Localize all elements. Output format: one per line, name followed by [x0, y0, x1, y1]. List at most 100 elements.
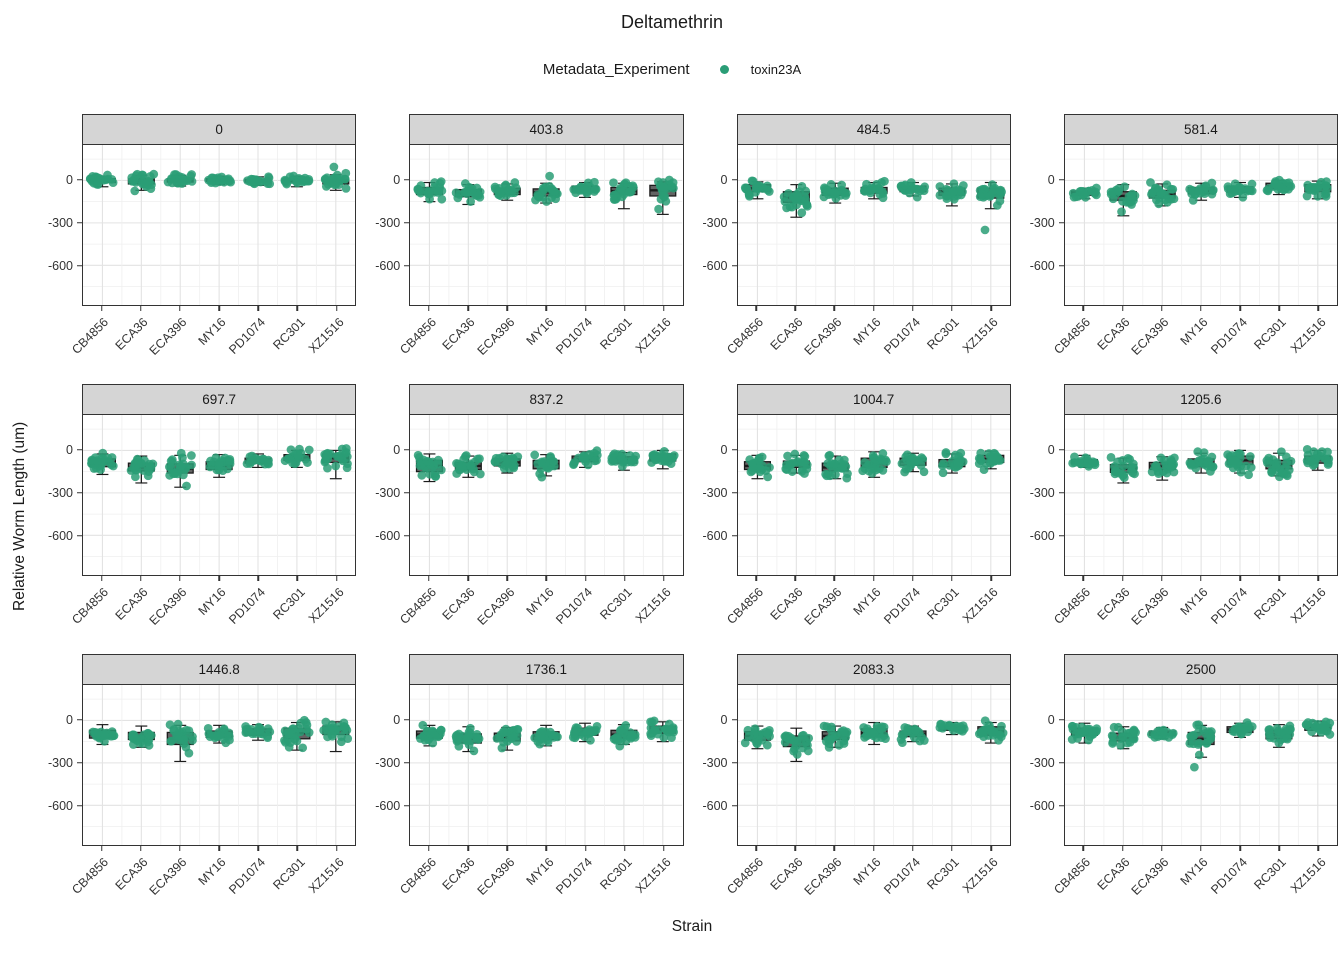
x-tick-label: XZ1516 — [305, 855, 347, 896]
y-tick-label: 0 — [393, 712, 401, 727]
y-tick-label: -300 — [702, 755, 728, 770]
x-tick-mark — [296, 576, 299, 581]
y-axis: 0 -300 -600 — [691, 144, 737, 306]
y-tick-label: 0 — [66, 172, 73, 187]
x-tick-label: PD1074 — [1208, 315, 1250, 357]
x-tick-label: CB4856 — [69, 855, 112, 897]
x-axis: CB4856 ECA36 ECA396 MY16 PD1074 RC301 XZ1516 — [397, 576, 683, 648]
x-tick-label: ECA396 — [474, 855, 518, 898]
x-tick-mark — [951, 306, 953, 311]
y-axis: 0 -300 -600 — [36, 144, 82, 306]
boxplot-jitter-canvas — [1064, 145, 1337, 305]
y-tick-label: -600 — [47, 528, 73, 543]
x-tick-label: RC301 — [924, 585, 962, 623]
facet-grid: 0 0 -300 -600 CB4856 ECA36 ECA396 MY16 PD1074 RC3… — [36, 114, 1338, 918]
x-tick-mark — [833, 846, 836, 851]
y-tick-mark — [731, 762, 737, 764]
y-tick-label: 0 — [393, 172, 401, 187]
facet-strip-label: 837.2 — [409, 384, 684, 415]
x-tick-mark — [872, 306, 875, 311]
boxplot-jitter-canvas — [737, 415, 1010, 575]
x-tick-label: ECA36 — [1094, 855, 1133, 893]
x-tick-label: ECA396 — [147, 315, 190, 358]
x-tick-mark — [218, 846, 220, 851]
x-tick-mark — [1121, 306, 1124, 311]
y-axis: 0 -300 -600 — [1018, 144, 1064, 306]
x-tick-label: RC301 — [924, 855, 962, 893]
panel — [736, 684, 1011, 846]
facet-cell: 581.4 0 -300 -600 CB4856 ECA36 ECA396 MY16 PD107… — [1018, 114, 1338, 378]
x-axis: CB4856 ECA36 ECA396 MY16 PD1074 RC301 XZ1516 — [724, 846, 1011, 918]
x-tick-mark — [912, 576, 914, 581]
x-tick-label: MY16 — [1177, 855, 1211, 888]
facet-strip-label: 1736.1 — [409, 654, 684, 685]
y-tick-label: 0 — [66, 442, 73, 457]
y-tick-label: -600 — [375, 258, 401, 273]
x-axis-title: Strain — [671, 918, 713, 935]
x-tick-mark — [1278, 576, 1280, 581]
y-tick-label: -600 — [47, 258, 73, 273]
y-axis: 0 -300 -600 — [1018, 414, 1064, 576]
x-tick-label: XZ1516 — [305, 585, 347, 626]
legend-point-icon — [719, 65, 729, 74]
y-tick-label: 0 — [720, 172, 728, 187]
y-tick-mark — [77, 762, 82, 764]
x-tick-mark — [951, 576, 953, 581]
boxplot-jitter-canvas — [83, 145, 356, 305]
x-tick-mark — [1317, 306, 1320, 311]
x-tick-label: PD1074 — [1208, 585, 1250, 627]
x-tick-mark — [467, 846, 469, 851]
y-tick-label: -300 — [1029, 215, 1055, 230]
facet-strip-label: 1205.6 — [1063, 384, 1338, 415]
x-tick-mark — [506, 576, 508, 581]
y-tick-mark — [77, 449, 82, 451]
x-tick-label: MY16 — [196, 585, 230, 618]
x-tick-label: ECA396 — [1128, 585, 1172, 628]
x-tick-label: RC301 — [1251, 585, 1290, 623]
y-tick-mark — [1058, 535, 1064, 537]
y-tick-label: -300 — [47, 755, 73, 770]
y-tick-mark — [731, 805, 737, 807]
facet-strip-label: 697.7 — [82, 384, 357, 415]
y-tick-label: -600 — [47, 798, 73, 813]
y-tick-mark — [1058, 805, 1064, 807]
x-tick-mark — [833, 306, 836, 311]
x-tick-mark — [467, 306, 469, 311]
y-tick-label: 0 — [720, 712, 728, 727]
y-tick-mark — [731, 265, 737, 267]
panel — [409, 684, 684, 846]
y-tick-mark — [77, 222, 82, 224]
y-axis: 0 -300 -600 — [691, 414, 737, 576]
x-tick-mark — [257, 576, 260, 581]
x-tick-mark — [755, 846, 757, 851]
x-tick-mark — [663, 576, 665, 581]
facet-strip-label: 1004.7 — [736, 384, 1011, 415]
facet-strip-label: 2500 — [1063, 654, 1338, 685]
x-tick-mark — [1121, 576, 1124, 581]
y-tick-mark — [1058, 762, 1064, 764]
x-tick-mark — [140, 846, 142, 851]
x-tick-label: MY16 — [1177, 315, 1211, 348]
x-tick-label: XZ1516 — [632, 855, 674, 896]
x-tick-mark — [1239, 576, 1241, 581]
y-tick-mark — [731, 449, 737, 451]
boxplot-jitter-canvas — [410, 415, 683, 575]
y-tick-label: -600 — [702, 258, 728, 273]
x-tick-mark — [179, 306, 181, 311]
facet-cell: 1736.1 0 -300 -600 CB4856 ECA36 ECA396 MY16 PD10… — [363, 654, 684, 918]
panel — [409, 144, 684, 306]
x-tick-label: MY16 — [196, 315, 230, 348]
x-tick-label: ECA36 — [112, 315, 151, 353]
facet-strip-label: 0 — [82, 114, 357, 145]
x-tick-mark — [428, 576, 430, 581]
x-tick-label: PD1074 — [880, 855, 923, 897]
y-tick-label: 0 — [1047, 172, 1055, 187]
x-tick-mark — [990, 576, 992, 581]
panel — [1063, 684, 1338, 846]
x-tick-label: MY16 — [523, 315, 557, 348]
x-tick-label: RC301 — [1251, 855, 1290, 893]
x-tick-mark — [296, 846, 299, 851]
x-tick-mark — [1278, 306, 1280, 311]
y-tick-mark — [731, 719, 737, 721]
